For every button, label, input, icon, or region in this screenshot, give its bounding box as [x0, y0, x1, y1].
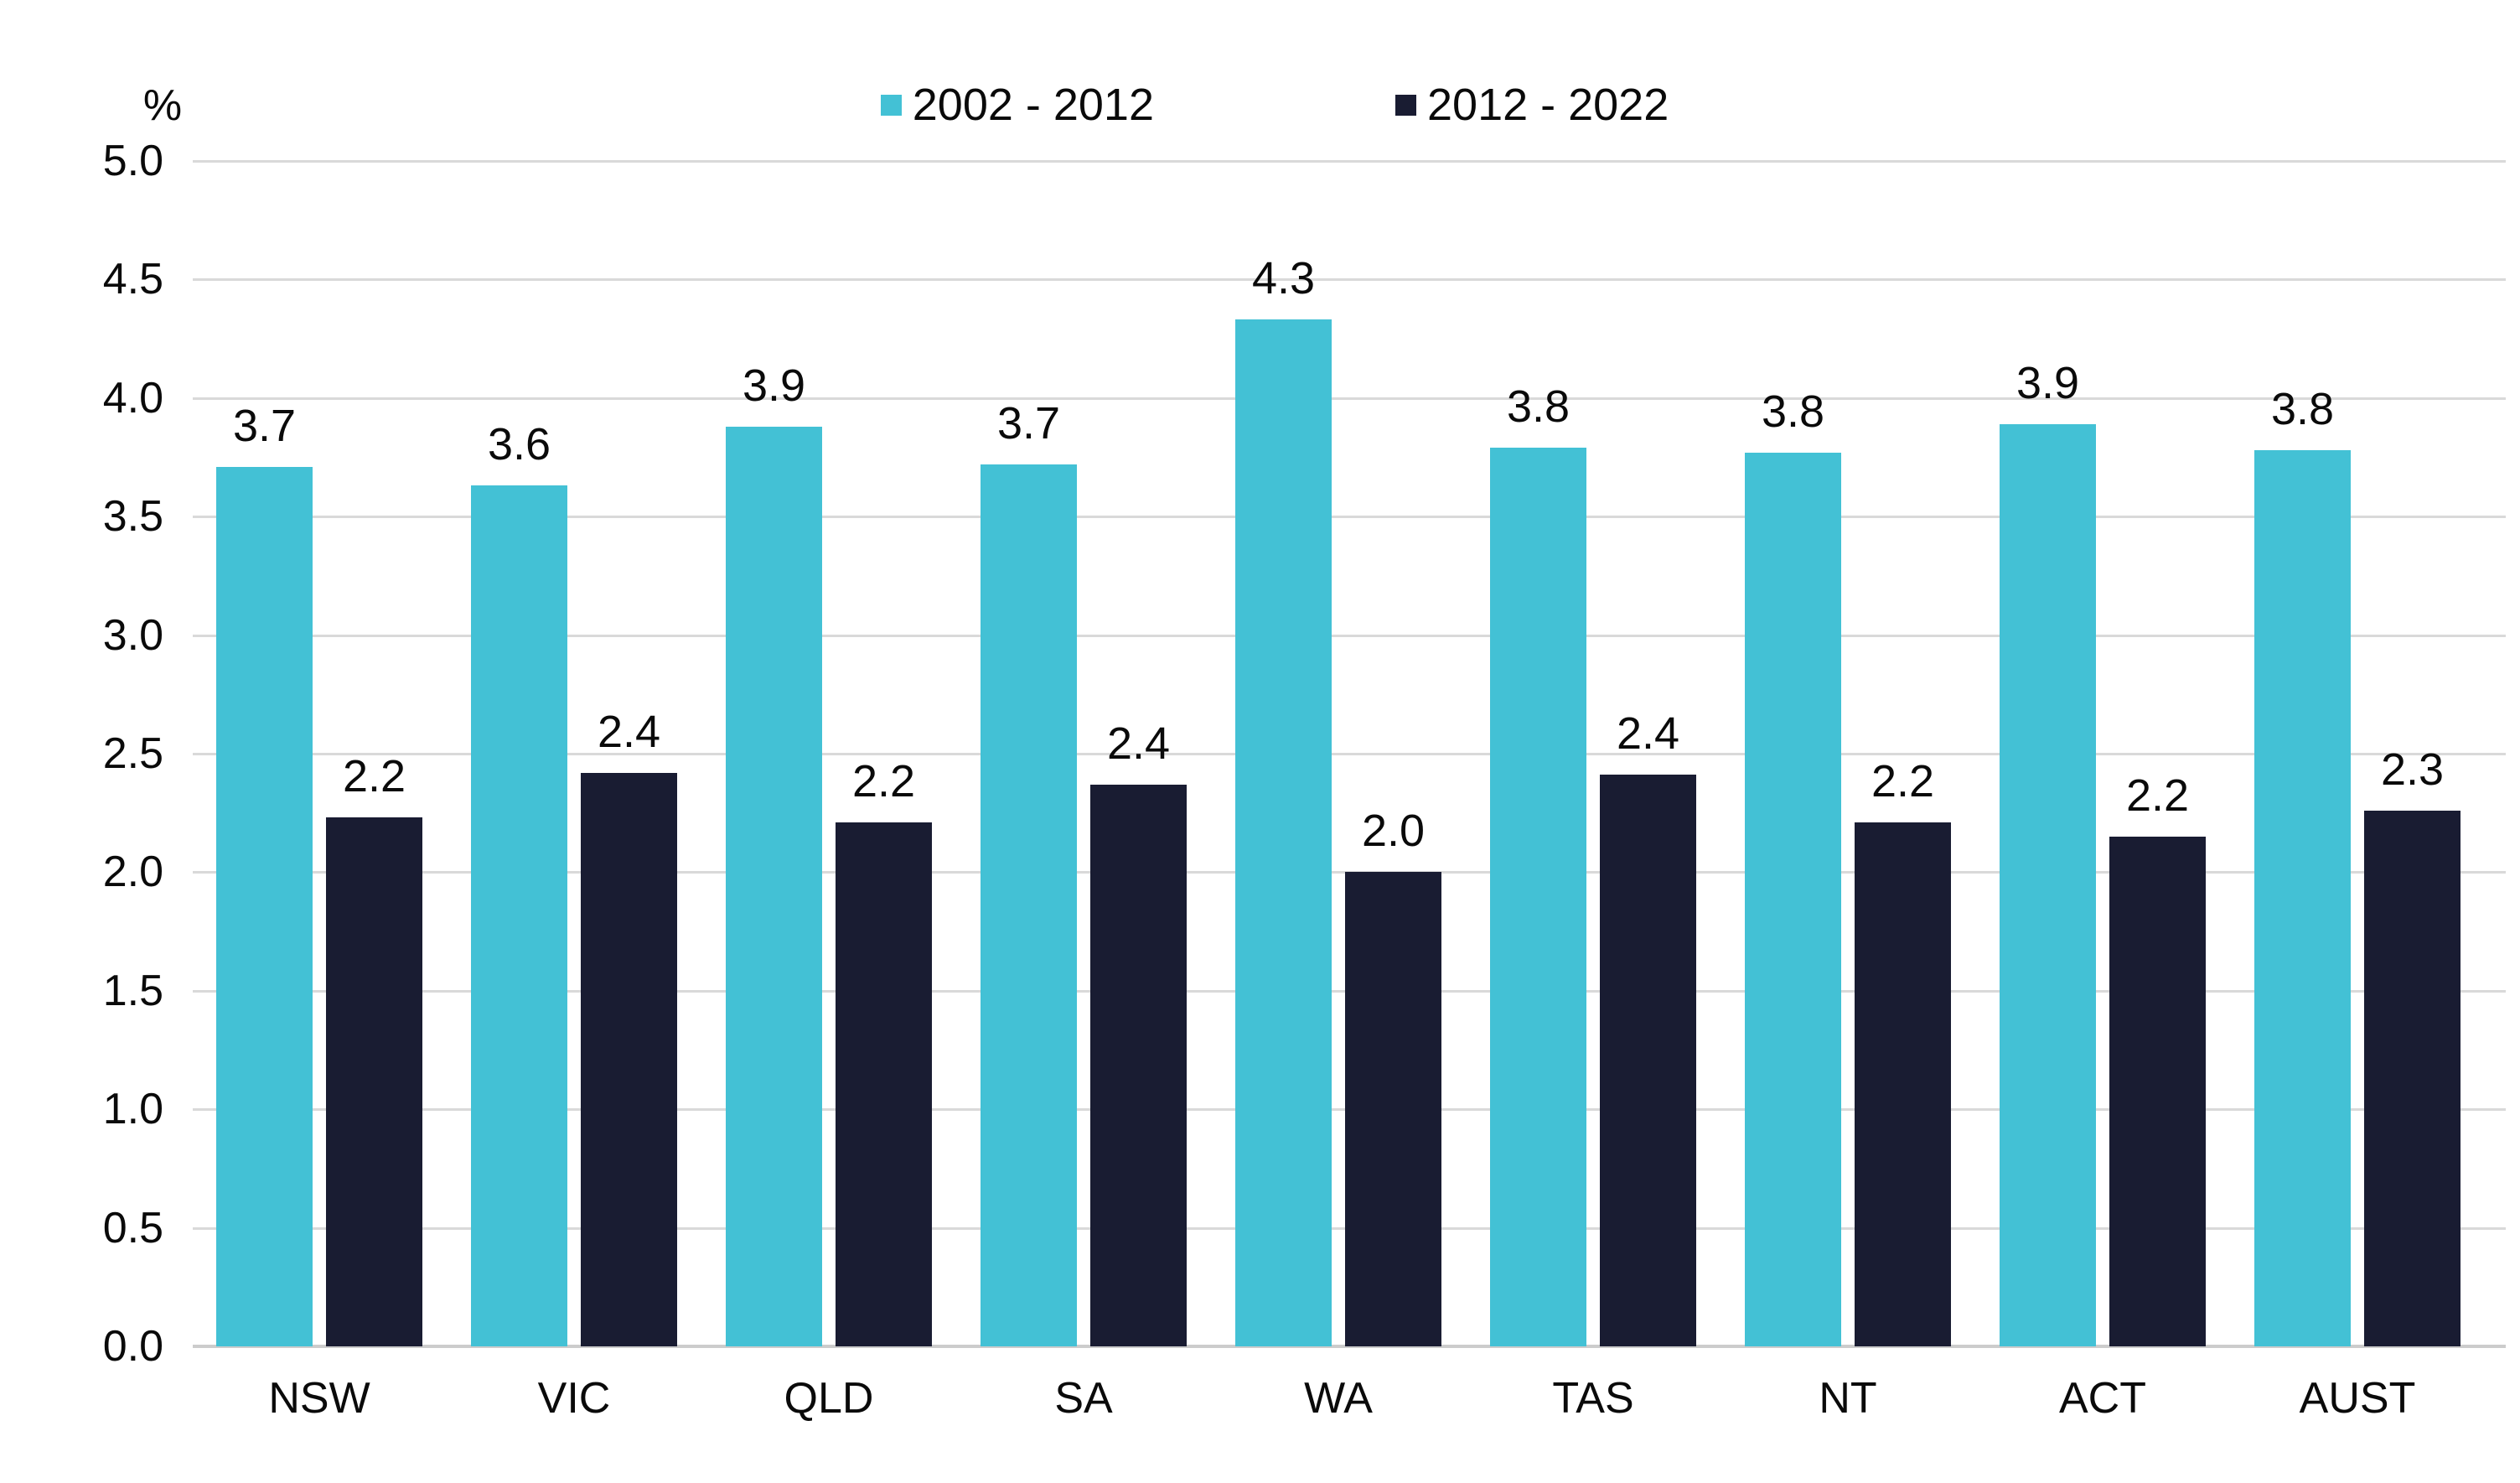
- bar-2002-2012-wa: [1235, 319, 1332, 1346]
- bar-group-wa: 4.3 2.0 WA: [1235, 161, 1441, 1420]
- legend-item-2012-2022: 2012 - 2022: [1395, 79, 1669, 131]
- bar-group-vic: 3.6 2.4 VIC: [471, 161, 677, 1420]
- x-axis-label-vic: VIC: [537, 1374, 611, 1423]
- legend-swatch-2002-2012: [880, 94, 902, 116]
- x-axis-label-tas: TAS: [1552, 1374, 1634, 1423]
- y-tick-label-2.5: 2.5: [102, 729, 163, 778]
- y-axis-unit-label: %: [142, 81, 183, 130]
- gridline-0.0: [193, 1345, 2506, 1348]
- y-axis: 5.0 4.5 4.0 3.5 3.0 2.5 2.0 1.5 1.0 0.5 0.0: [0, 139, 163, 1368]
- bar-2012-2022-qld: [836, 822, 932, 1346]
- legend: 2002 - 2012 2012 - 2022: [0, 79, 2520, 131]
- plot-area: 3.7 2.2 NSW 3.6 2.4 VIC 3.9 2.2 QLD 3.7 2.4 SA 4.3 2.…: [193, 160, 2506, 1420]
- y-tick-label-1.0: 1.0: [102, 1085, 163, 1134]
- bar-2012-2022-tas: [1600, 775, 1696, 1346]
- gridline-3.0: [193, 634, 2506, 637]
- data-label-2012-2022-nsw: 2.2: [342, 751, 406, 802]
- bar-2002-2012-nt: [1745, 452, 1841, 1346]
- legend-label-2002-2012: 2002 - 2012: [912, 80, 1154, 130]
- y-tick-label-4.0: 4.0: [102, 373, 163, 423]
- bar-2012-2022-sa: [1090, 784, 1187, 1346]
- data-label-2012-2022-wa: 2.0: [1361, 806, 1426, 857]
- legend-item-2002-2012: 2002 - 2012: [880, 79, 1154, 131]
- y-tick-label-5.0: 5.0: [102, 137, 163, 185]
- bar-2002-2012-vic: [471, 485, 567, 1346]
- bar-2002-2012-sa: [981, 464, 1077, 1346]
- y-tick-label-0.0: 0.0: [102, 1322, 163, 1371]
- bar-2002-2012-tas: [1490, 448, 1586, 1346]
- bar-group-nsw: 3.7 2.2 NSW: [216, 161, 422, 1420]
- bar-group-tas: 3.8 2.4 TAS: [1490, 161, 1696, 1420]
- bar-2002-2012-qld: [726, 426, 822, 1346]
- data-label-2002-2012-sa: 3.7: [996, 397, 1061, 449]
- data-label-2012-2022-nt: 2.2: [1871, 756, 1935, 807]
- legend-label-2012-2022: 2012 - 2022: [1427, 80, 1669, 130]
- bar-2012-2022-nt: [1855, 822, 1951, 1346]
- gridline-4.5: [193, 278, 2506, 282]
- bar-2012-2022-act: [2109, 836, 2206, 1346]
- bar-group-nt: 3.8 2.2 NT: [1745, 161, 1951, 1420]
- bar-group-act: 3.9 2.2 ACT: [2000, 161, 2206, 1420]
- data-label-2002-2012-nsw: 3.7: [232, 400, 297, 451]
- y-tick-label-1.5: 1.5: [102, 966, 163, 1015]
- legend-swatch-2012-2022: [1395, 94, 1416, 116]
- data-label-2002-2012-vic: 3.6: [487, 419, 551, 470]
- data-label-2012-2022-sa: 2.4: [1106, 718, 1171, 769]
- gridline-4.0: [193, 397, 2506, 400]
- x-axis-label-wa: WA: [1304, 1374, 1373, 1423]
- data-label-2002-2012-act: 3.9: [2015, 357, 2080, 408]
- data-label-2002-2012-nt: 3.8: [1761, 386, 1825, 437]
- y-tick-label-3.0: 3.0: [102, 610, 163, 660]
- y-tick-label-2.0: 2.0: [102, 848, 163, 897]
- bar-group-aust: 3.8 2.3 AUST: [2254, 161, 2460, 1420]
- data-label-2002-2012-tas: 3.8: [1506, 381, 1570, 433]
- x-axis-label-aust: AUST: [2299, 1374, 2416, 1423]
- data-label-2012-2022-act: 2.2: [2125, 770, 2190, 821]
- x-axis-label-nsw: NSW: [268, 1374, 370, 1423]
- gridline-5.0: [193, 160, 2506, 163]
- x-axis-label-act: ACT: [2059, 1374, 2146, 1423]
- bar-2012-2022-vic: [581, 772, 677, 1346]
- bar-2002-2012-act: [2000, 423, 2096, 1346]
- bar-group-qld: 3.9 2.2 QLD: [726, 161, 932, 1420]
- x-axis-label-qld: QLD: [784, 1374, 874, 1423]
- bar-2012-2022-wa: [1345, 872, 1441, 1346]
- y-tick-label-0.5: 0.5: [102, 1203, 163, 1252]
- data-label-2002-2012-qld: 3.9: [742, 360, 806, 411]
- bar-2002-2012-aust: [2254, 450, 2351, 1346]
- gridline-3.5: [193, 516, 2506, 519]
- bar-groups: 3.7 2.2 NSW 3.6 2.4 VIC 3.9 2.2 QLD 3.7 2.4 SA 4.3 2.…: [193, 161, 2506, 1420]
- bar-2012-2022-nsw: [326, 817, 422, 1346]
- data-label-2002-2012-wa: 4.3: [1251, 253, 1316, 304]
- gridline-2.5: [193, 753, 2506, 755]
- y-tick-label-3.5: 3.5: [102, 492, 163, 542]
- x-axis-label-nt: NT: [1819, 1374, 1877, 1423]
- data-label-2012-2022-tas: 2.4: [1616, 708, 1680, 760]
- data-label-2012-2022-aust: 2.3: [2380, 744, 2445, 795]
- bar-group-sa: 3.7 2.4 SA: [981, 161, 1187, 1420]
- data-label-2002-2012-aust: 3.8: [2270, 384, 2335, 435]
- bar-2002-2012-nsw: [216, 466, 313, 1346]
- data-label-2012-2022-qld: 2.2: [851, 756, 916, 807]
- y-tick-label-4.5: 4.5: [102, 255, 163, 304]
- data-label-2012-2022-vic: 2.4: [597, 706, 661, 757]
- bar-2012-2022-aust: [2364, 810, 2460, 1346]
- x-axis-label-sa: SA: [1054, 1374, 1113, 1423]
